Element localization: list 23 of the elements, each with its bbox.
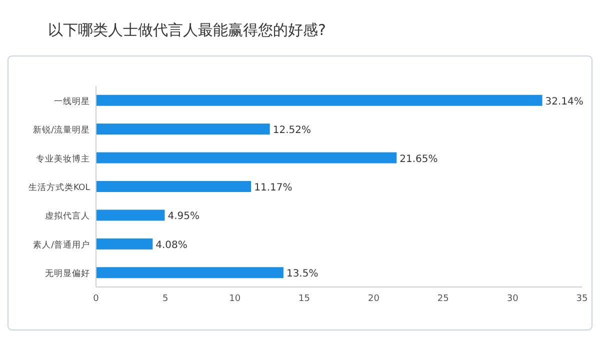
title: 以下哪类人士做代言人最能赢得您的好感?: [48, 21, 326, 39]
x-tick-label: 35: [576, 294, 588, 304]
data-label: 12.52%: [272, 125, 311, 136]
y-tick-label: 新锐/流量明星: [33, 124, 90, 136]
y-tick-label: 一线明星: [54, 96, 90, 107]
data-label: 32.14%: [545, 96, 584, 108]
x-tick-label: 5: [162, 294, 168, 304]
y-tick-label: 无明显偏好: [45, 268, 90, 280]
data-label: 13.5%: [286, 268, 318, 280]
data-label: 4.95%: [168, 211, 200, 222]
x-tick-label: 20: [368, 294, 380, 304]
x-tick-label: 0: [93, 294, 100, 304]
x-tick-label: 15: [298, 294, 310, 304]
y-tick-label: 虚拟代言人: [45, 210, 90, 222]
x-tick-label: 30: [506, 294, 519, 304]
x-tick-label: 10: [229, 294, 241, 304]
x-tick-label: 25: [437, 294, 449, 304]
y-tick-label: 生活方式类KOL: [28, 182, 90, 193]
y-tick-label: 专业美妆博主: [36, 153, 90, 164]
data-label: 11.17%: [254, 182, 292, 194]
data-label: 4.08%: [156, 240, 188, 251]
data-label: 21.65%: [400, 154, 438, 165]
y-tick-label: 素人/普通用户: [33, 239, 90, 250]
